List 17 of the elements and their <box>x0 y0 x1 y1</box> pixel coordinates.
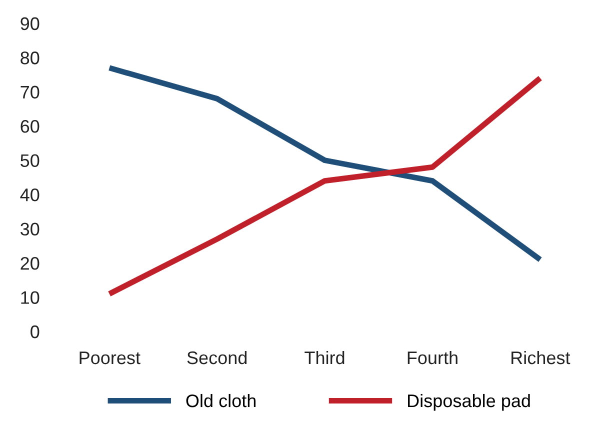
y-tick-label: 60 <box>20 120 40 133</box>
y-tick-label: 0 <box>30 325 40 338</box>
y-tick-label: 30 <box>20 222 40 236</box>
y-tick-label: 50 <box>20 154 40 168</box>
x-tick-label: Second <box>187 350 247 364</box>
legend-label: Old cloth <box>186 394 256 408</box>
legend-label: Disposable pad <box>408 394 530 411</box>
x-tick-label: Fourth <box>408 350 458 364</box>
y-tick-label: 40 <box>20 188 40 202</box>
x-tick-label: Richest <box>512 350 570 364</box>
y-tick-label: 20 <box>20 256 40 270</box>
y-tick-label: 90 <box>20 17 40 30</box>
y-tick-label: 70 <box>20 86 40 99</box>
x-tick-label: Third <box>304 350 344 364</box>
y-tick-label: 80 <box>20 52 40 64</box>
y-tick-label: 10 <box>21 291 40 304</box>
x-tick-label: Poorest <box>80 352 140 364</box>
